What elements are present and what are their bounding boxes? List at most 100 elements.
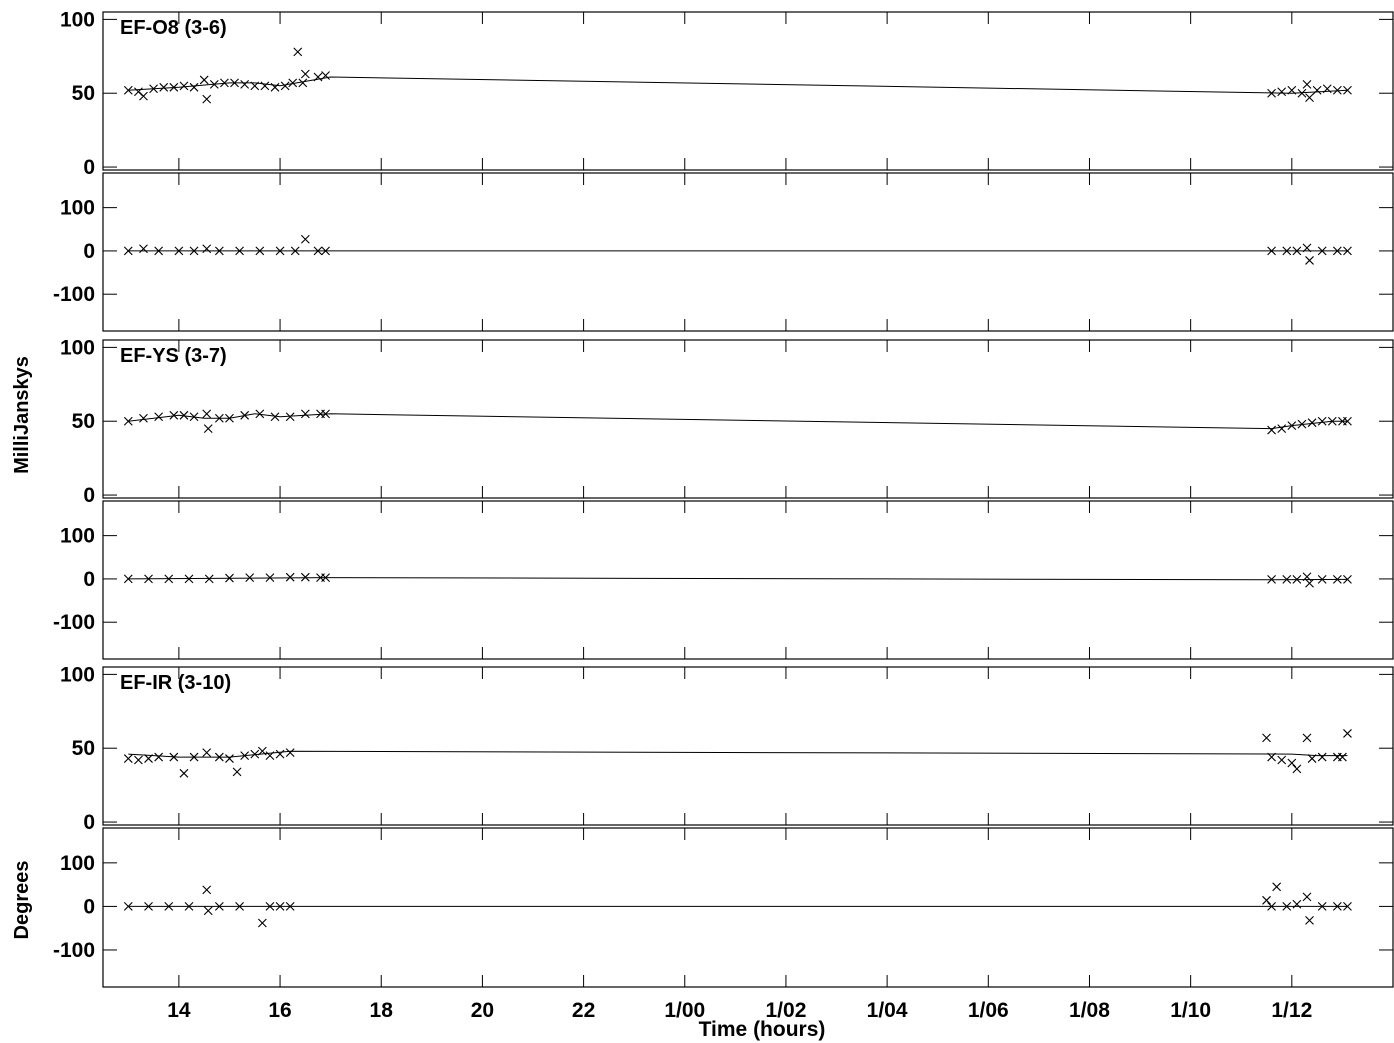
data-point-phase-1: [300, 572, 310, 582]
data-point-amplitude-0: [250, 81, 260, 91]
data-point-phase-2: [144, 902, 153, 911]
data-point-amplitude-2: [1262, 733, 1271, 743]
data-point-amplitude-0: [179, 81, 189, 91]
data-point-phase-0: [321, 246, 330, 256]
data-point-phase-0: [1332, 246, 1342, 256]
data-point-amplitude-0: [321, 71, 330, 80]
y-tick-label: 100: [60, 8, 95, 31]
panel-frame-phase-1: [102, 500, 1394, 660]
y-tick-label: 100: [60, 852, 95, 875]
data-point-amplitude-1: [285, 412, 295, 422]
y-tick-label: 0: [83, 240, 95, 263]
data-point-amplitude-0: [300, 69, 310, 79]
data-point-amplitude-2: [1292, 764, 1302, 774]
y-tick-label: 0: [83, 484, 95, 507]
x-tick-label: 1/04: [867, 999, 908, 1022]
data-point-amplitude-1: [123, 416, 133, 426]
x-tick-label: 1/12: [1271, 999, 1312, 1022]
data-point-amplitude-2: [240, 751, 250, 760]
y-tick-label: 50: [72, 82, 95, 105]
x-tick-label: 1/08: [1069, 999, 1110, 1022]
data-point-amplitude-1: [1307, 418, 1317, 428]
y-tick-label: 0: [83, 811, 95, 834]
data-point-amplitude-2: [285, 748, 295, 758]
data-point-phase-0: [1305, 256, 1314, 265]
data-point-phase-1: [225, 573, 234, 583]
data-point-amplitude-0: [159, 82, 169, 92]
x-tick-label: 1/02: [766, 999, 807, 1022]
data-point-phase-2: [235, 902, 244, 911]
data-point-amplitude-2: [1302, 733, 1312, 743]
data-point-amplitude-1: [300, 409, 310, 419]
data-point-phase-2: [1317, 902, 1327, 911]
y-tick-label: 100: [60, 197, 95, 220]
data-point-amplitude-1: [225, 413, 234, 423]
data-point-amplitude-2: [154, 752, 164, 762]
data-point-phase-0: [214, 246, 224, 256]
data-point-phase-2: [1292, 899, 1302, 909]
data-point-amplitude-1: [1317, 416, 1327, 426]
data-point-phase-1: [245, 573, 255, 583]
baseline-label-0: EF-O8 (3-6): [120, 17, 227, 39]
x-tick-label: 20: [471, 999, 494, 1022]
data-point-phase-0: [290, 246, 300, 256]
data-point-amplitude-2: [123, 754, 133, 763]
data-point-amplitude-1: [1277, 424, 1287, 433]
data-point-phase-0: [154, 246, 164, 256]
y-tick-label: 50: [72, 737, 95, 760]
panel-frame-amplitude-1: [102, 339, 1394, 499]
data-point-amplitude-1: [203, 424, 213, 433]
data-point-amplitude-2: [189, 752, 199, 762]
data-point-amplitude-0: [1305, 93, 1314, 103]
data-point-phase-2: [202, 885, 212, 895]
data-point-amplitude-0: [123, 85, 133, 95]
model-line-amplitude-2: [128, 750, 1348, 758]
data-point-amplitude-0: [260, 81, 270, 91]
y-tick-label: -100: [53, 283, 95, 306]
data-point-phase-1: [1302, 572, 1312, 582]
data-point-amplitude-1: [169, 410, 179, 420]
data-point-phase-2: [184, 902, 194, 911]
data-point-amplitude-2: [1343, 729, 1352, 738]
x-tick-label: 1/06: [968, 999, 1009, 1022]
data-point-amplitude-0: [1332, 85, 1342, 95]
data-point-amplitude-0: [1322, 84, 1332, 94]
data-point-phase-2: [275, 902, 285, 911]
data-point-amplitude-1: [154, 412, 164, 422]
data-point-phase-2: [285, 902, 295, 911]
data-point-amplitude-2: [214, 752, 224, 762]
data-point-amplitude-0: [270, 82, 280, 92]
data-point-phase-1: [1317, 574, 1327, 584]
data-point-phase-2: [265, 902, 275, 911]
data-point-phase-1: [285, 572, 295, 582]
data-point-amplitude-1: [1267, 425, 1276, 435]
data-point-amplitude-1: [202, 409, 212, 419]
data-point-phase-2: [1305, 915, 1314, 925]
data-point-amplitude-1: [214, 413, 224, 423]
data-point-amplitude-0: [298, 78, 308, 88]
data-point-phase-0: [139, 244, 148, 254]
x-tick-label: 1/10: [1170, 999, 1211, 1022]
data-point-amplitude-2: [169, 752, 179, 762]
y-tick-label: 0: [83, 156, 95, 179]
data-point-amplitude-1: [139, 413, 148, 423]
data-point-phase-1: [123, 574, 133, 584]
data-point-phase-1: [1305, 578, 1314, 588]
data-point-phase-0: [1282, 246, 1292, 256]
data-point-amplitude-2: [225, 754, 234, 763]
data-point-phase-0: [1267, 246, 1276, 256]
data-point-phase-1: [164, 574, 174, 584]
data-point-amplitude-0: [1302, 79, 1312, 89]
panel-frame-amplitude-0: [102, 11, 1394, 171]
data-point-amplitude-0: [313, 72, 323, 82]
data-point-amplitude-1: [1287, 421, 1297, 431]
data-point-amplitude-2: [1267, 752, 1276, 762]
data-point-phase-1: [265, 573, 275, 583]
y-tick-label: 0: [83, 895, 95, 918]
data-point-amplitude-2: [179, 768, 189, 778]
data-point-amplitude-2: [250, 749, 260, 759]
data-point-phase-0: [255, 246, 265, 256]
data-point-amplitude-1: [270, 412, 280, 422]
data-point-amplitude-2: [144, 754, 153, 763]
